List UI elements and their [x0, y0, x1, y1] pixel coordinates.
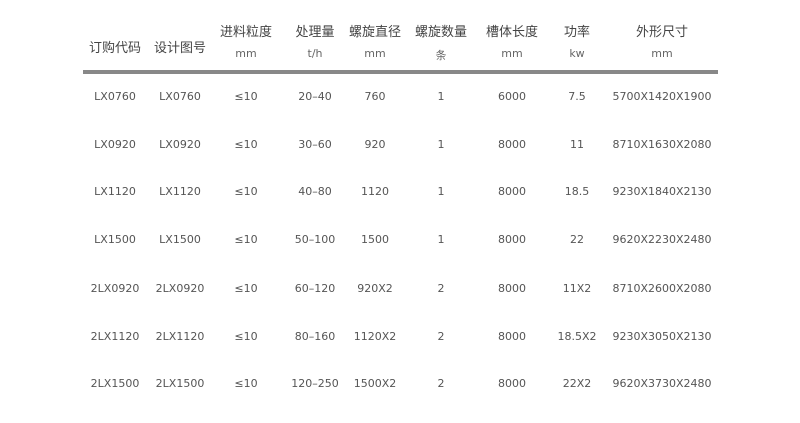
- table-cell: 920: [364, 138, 386, 151]
- table-cell: 8710X2600X2080: [612, 282, 712, 295]
- table-cell: LX0920: [94, 138, 136, 151]
- table-cell: 50–100: [294, 233, 336, 246]
- column-header: 处理量: [295, 25, 335, 40]
- column-unit: kw: [569, 47, 585, 60]
- table-cell: 18.5: [564, 185, 590, 198]
- table-cell: 8000: [498, 185, 526, 198]
- table-cell: 8000: [498, 233, 526, 246]
- column-header: 外形尺寸: [635, 25, 689, 40]
- column-unit: mm: [364, 47, 386, 60]
- table-cell: ≤10: [234, 282, 258, 295]
- table-cell: 2LX1120: [155, 330, 205, 343]
- table-cell: LX1120: [94, 185, 136, 198]
- table-cell: 1500: [361, 233, 389, 246]
- table-cell: 2LX1120: [90, 330, 140, 343]
- table-cell: 8000: [498, 282, 526, 295]
- table-cell: 1: [437, 90, 445, 103]
- table-cell: 120–250: [291, 377, 339, 390]
- table-cell: 1: [437, 138, 445, 151]
- column-unit: mm: [501, 47, 523, 60]
- column-unit: t/h: [307, 47, 323, 60]
- table-cell: ≤10: [234, 138, 258, 151]
- table-cell: 2LX1500: [90, 377, 140, 390]
- table-cell: 80–160: [294, 330, 336, 343]
- table-cell: ≤10: [234, 90, 258, 103]
- table-cell: 9230X1840X2130: [612, 185, 712, 198]
- column-header: 进料粒度: [219, 25, 273, 40]
- table-cell: 1: [437, 185, 445, 198]
- column-unit: mm: [235, 47, 257, 60]
- table-cell: LX0920: [159, 138, 201, 151]
- column-header: 订购代码: [88, 41, 142, 56]
- table-cell: 1500X2: [353, 377, 397, 390]
- table-cell: 18.5X2: [557, 330, 597, 343]
- column-header: 螺旋直径: [348, 25, 402, 40]
- table-cell: 2: [437, 377, 445, 390]
- table-cell: 60–120: [294, 282, 336, 295]
- table-cell: 2LX0920: [90, 282, 140, 295]
- table-cell: 40–80: [298, 185, 332, 198]
- table-cell: 760: [364, 90, 386, 103]
- table-cell: 1: [437, 233, 445, 246]
- table-cell: 920X2: [357, 282, 393, 295]
- table-cell: 11X2: [562, 282, 592, 295]
- table-cell: ≤10: [234, 330, 258, 343]
- table-cell: 22: [570, 233, 584, 246]
- table-cell: ≤10: [234, 185, 258, 198]
- table-cell: 22X2: [562, 377, 592, 390]
- table-cell: 1120X2: [353, 330, 397, 343]
- table-cell: 11: [570, 138, 584, 151]
- table-cell: 1120: [361, 185, 389, 198]
- column-header: 功率: [563, 25, 591, 40]
- table-cell: 6000: [498, 90, 526, 103]
- column-unit: 条: [435, 49, 447, 62]
- table-cell: 2: [437, 282, 445, 295]
- table-cell: 2LX0920: [155, 282, 205, 295]
- column-header: 螺旋数量: [414, 25, 468, 40]
- table-cell: 9620X3730X2480: [612, 377, 712, 390]
- table-cell: 2: [437, 330, 445, 343]
- column-unit: mm: [651, 47, 673, 60]
- column-header: 设计图号: [153, 41, 207, 56]
- table-cell: 9230X3050X2130: [612, 330, 712, 343]
- table-cell: ≤10: [234, 377, 258, 390]
- column-header: 槽体长度: [485, 25, 539, 40]
- table-cell: LX1500: [159, 233, 201, 246]
- table-cell: LX1500: [94, 233, 136, 246]
- table-cell: 20–40: [298, 90, 332, 103]
- table-cell: 8000: [498, 138, 526, 151]
- table-cell: 30–60: [298, 138, 332, 151]
- table-cell: LX1120: [159, 185, 201, 198]
- table-cell: 8710X1630X2080: [612, 138, 712, 151]
- table-cell: LX0760: [94, 90, 136, 103]
- table-cell: 2LX1500: [155, 377, 205, 390]
- table-cell: 7.5: [568, 90, 586, 103]
- table-cell: 8000: [498, 377, 526, 390]
- table-cell: ≤10: [234, 233, 258, 246]
- table-cell: 5700X1420X1900: [612, 90, 712, 103]
- table-cell: 8000: [498, 330, 526, 343]
- table-cell: 9620X2230X2480: [612, 233, 712, 246]
- table-cell: LX0760: [159, 90, 201, 103]
- header-divider: [83, 70, 718, 74]
